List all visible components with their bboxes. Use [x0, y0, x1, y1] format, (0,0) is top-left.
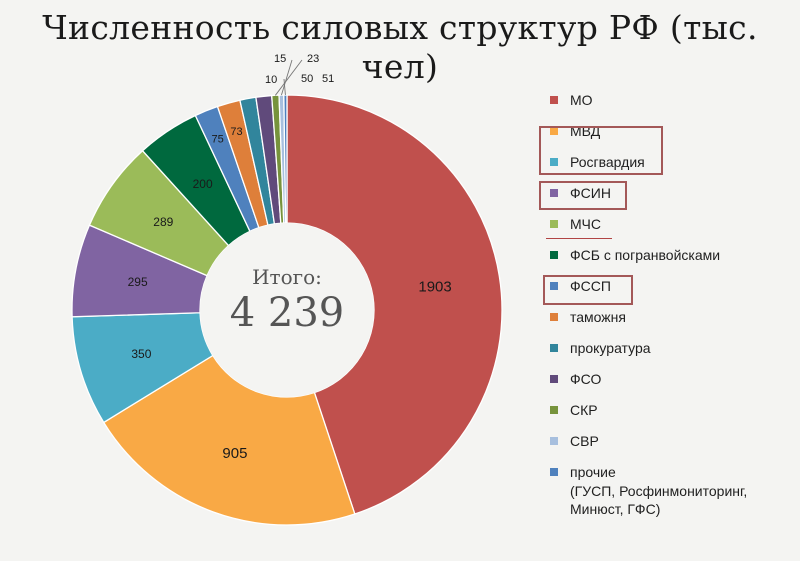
legend-item: МЧС	[550, 215, 601, 233]
legend-text-wrap: СВР	[570, 432, 599, 450]
data-label-1: 905	[222, 445, 247, 462]
legend-text-wrap: ФССП	[570, 277, 611, 295]
mchs-underline	[546, 238, 612, 239]
legend-item: прокуратура	[550, 339, 651, 357]
data-label-9: 50	[301, 73, 313, 85]
legend-swatch	[550, 406, 558, 414]
legend-text-wrap: прокуратура	[570, 339, 651, 357]
legend-text-wrap: ФСБ с погранвойсками	[570, 246, 720, 264]
legend-swatch	[550, 437, 558, 445]
data-label-3: 295	[128, 275, 148, 289]
data-label-0: 1903	[418, 278, 451, 295]
legend-label: СВР	[570, 433, 599, 449]
data-label-10: 23	[307, 53, 319, 65]
legend-label: ФСИН	[570, 185, 611, 201]
legend-item: МО	[550, 91, 593, 109]
legend-text-wrap: СКР	[570, 401, 598, 419]
legend-label: ФСБ с погранвойсками	[570, 247, 721, 263]
legend-label: Росгвардия	[570, 154, 645, 170]
legend-text-wrap: таможня	[570, 308, 626, 326]
legend-swatch	[550, 313, 558, 321]
legend-label: МЧС	[570, 216, 601, 232]
data-label-11: 15	[274, 53, 286, 65]
data-label-7: 73	[230, 126, 242, 138]
legend-item: ФСО	[550, 370, 601, 388]
legend-label: ФССП	[570, 278, 611, 294]
legend-item: СВР	[550, 432, 599, 450]
legend-subtitle: (ГУСП, Росфинмониторинг, Минюст, ГФС)	[570, 483, 748, 517]
legend-item: ФСБ с погранвойсками	[550, 246, 720, 264]
highlight-box-fsin	[539, 181, 627, 210]
legend-item: таможня	[550, 308, 626, 326]
legend-text-wrap: ФСИН	[570, 184, 611, 202]
data-label-6: 75	[211, 133, 223, 145]
data-label-12: 10	[265, 74, 277, 86]
legend-label: ФСО	[570, 371, 602, 387]
legend-label: прочие	[570, 464, 616, 480]
legend-item: прочие (ГУСП, Росфинмониторинг, Минюст, Г…	[550, 463, 790, 518]
legend-label: прокуратура	[570, 340, 651, 356]
donut-hole	[200, 223, 374, 397]
data-label-4: 289	[153, 215, 173, 229]
chart-title: Численность силовых структур РФ (тыс. че…	[42, 8, 758, 86]
legend-swatch	[550, 127, 558, 135]
legend-swatch	[550, 344, 558, 352]
legend-label: таможня	[570, 309, 626, 325]
legend-swatch	[550, 251, 558, 259]
legend-swatch	[550, 220, 558, 228]
data-label-8: 51	[322, 73, 334, 85]
legend-swatch	[550, 96, 558, 104]
legend-item: Росгвардия	[550, 153, 645, 171]
legend-label: МО	[570, 92, 593, 108]
legend-text-wrap: ФСО	[570, 370, 601, 388]
legend-item: СКР	[550, 401, 598, 419]
legend-text-wrap: МЧС	[570, 215, 601, 233]
legend-text-wrap: МО	[570, 91, 593, 109]
legend-item: ФСИН	[550, 184, 611, 202]
legend-swatch	[550, 375, 558, 383]
legend-label: СКР	[570, 402, 598, 418]
highlight-box-mvd-rosgvardia	[539, 126, 663, 175]
center-total-value: 4 239	[230, 290, 345, 336]
legend-text-wrap: прочие (ГУСП, Росфинмониторинг, Минюст, Г…	[570, 463, 790, 518]
data-label-5: 200	[193, 177, 213, 191]
legend-swatch	[550, 468, 558, 476]
leader-line-10	[275, 59, 303, 96]
legend-swatch	[550, 158, 558, 166]
legend-swatch	[550, 282, 558, 290]
highlight-box-fssp	[543, 275, 633, 305]
legend-item: ФССП	[550, 277, 611, 295]
center-total-label: Итого:	[252, 265, 322, 289]
leader-line-12	[283, 78, 286, 96]
data-label-2: 350	[131, 347, 151, 361]
legend-text-wrap: Росгвардия	[570, 153, 645, 171]
leader-line-11	[280, 59, 293, 96]
legend-swatch	[550, 189, 558, 197]
